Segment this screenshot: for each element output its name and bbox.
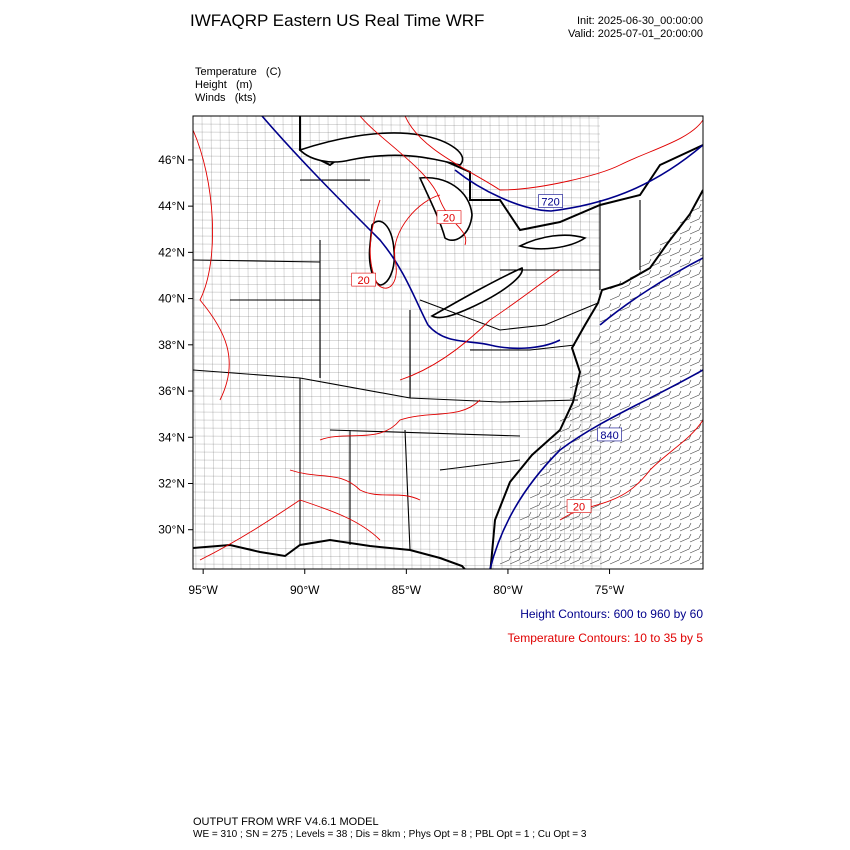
lake-huron: [418, 176, 473, 241]
lon-tick-label: 95°W: [188, 583, 218, 597]
field-label: Height (m): [195, 79, 252, 91]
county-lines: [193, 116, 602, 569]
lon-tick-label: 80°W: [493, 583, 523, 597]
map-axes: 95°W 90°W 85°W 80°W 75°W 46°N 44°N 42°N 40°N 38°N…: [158, 153, 625, 597]
contour-label: 20: [358, 275, 370, 287]
contour-label: 20: [443, 213, 455, 225]
contour-label: 20: [573, 502, 585, 514]
contour-label-box: [597, 427, 622, 442]
contour-label-box: [436, 210, 462, 224]
lon-tick-label: 90°W: [290, 583, 320, 597]
lake-erie: [430, 266, 523, 319]
temperature-legend: Temperature Contours: 10 to 35 by 5: [508, 631, 704, 645]
lat-tick-label: 30°N: [158, 523, 185, 537]
contour-label-box: [538, 194, 563, 208]
contour-label: 840: [600, 430, 618, 442]
county-grid: [193, 116, 602, 569]
coastline: [193, 189, 703, 569]
contour-label-box: [566, 499, 592, 513]
height-contour: [261, 116, 703, 350]
height-legend: Height Contours: 600 to 960 by 60: [520, 607, 703, 621]
lake-ontario: [517, 234, 587, 250]
field-label: Winds (kts): [195, 92, 256, 104]
lat-tick-label: 46°N: [158, 153, 185, 167]
contour-label-box: [351, 272, 376, 287]
lat-tick-label: 40°N: [158, 292, 185, 306]
lon-tick-label: 75°W: [595, 583, 625, 597]
temperature-contour: [193, 116, 703, 561]
valid-time: Valid: 2025-07-01_20:00:00: [568, 28, 703, 40]
lat-tick-label: 38°N: [158, 338, 185, 352]
map-frame: [192, 115, 704, 570]
contour-label: 720: [541, 197, 559, 209]
title: IWFAQRP Eastern US Real Time WRF: [190, 11, 484, 30]
footer-line: WE = 310 ; SN = 275 ; Levels = 38 ; Dis …: [193, 829, 587, 840]
field-label: Temperature (C): [195, 66, 281, 78]
height-contour: [599, 257, 703, 326]
lat-tick-label: 36°N: [158, 384, 185, 398]
map: 720 20 20 840 20: [193, 116, 703, 569]
lat-tick-label: 32°N: [158, 476, 185, 490]
lake-michigan: [368, 220, 396, 286]
state-lines: [193, 179, 641, 551]
lat-tick-label: 42°N: [158, 245, 185, 259]
lat-tick-label: 44°N: [158, 199, 185, 213]
lat-tick-label: 34°N: [158, 430, 185, 444]
lake-superior: [298, 132, 464, 166]
lon-tick-label: 85°W: [392, 583, 422, 597]
footer-line: OUTPUT FROM WRF V4.6.1 MODEL: [193, 816, 379, 828]
init-time: Init: 2025-06-30_00:00:00: [577, 15, 703, 27]
height-contour: [489, 369, 703, 569]
